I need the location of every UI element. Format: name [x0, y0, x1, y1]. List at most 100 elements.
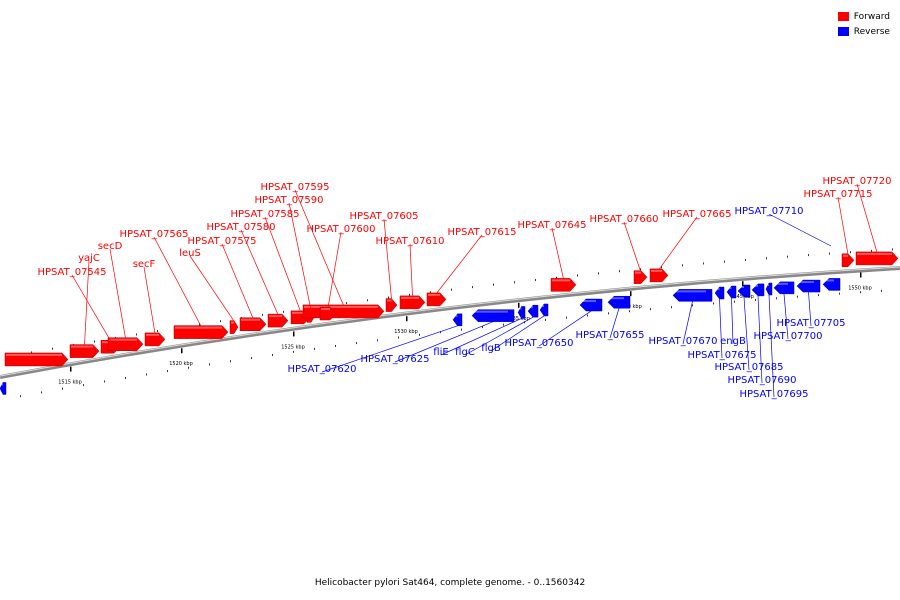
gene-shine — [753, 284, 758, 287]
gene-arrow-hpsat-07695[interactable] — [765, 282, 773, 296]
gene-label-hpsat-07625[interactable]: HPSAT_07625 — [360, 354, 429, 365]
gene-label-hpsat-07645[interactable]: HPSAT_07645 — [517, 220, 586, 231]
gene-arrow-hpsat-07670[interactable] — [672, 289, 713, 302]
gene-arrow-hpsat-07650[interactable] — [579, 298, 603, 312]
gene-label-hpsat-07600[interactable]: HPSAT_07600 — [306, 224, 375, 235]
gene-label-engb[interactable]: engB — [720, 336, 746, 347]
gene-arrow-hpsat-07575[interactable] — [239, 317, 267, 331]
gene-arrow-secd[interactable] — [107, 337, 144, 351]
minor-tick — [451, 288, 452, 291]
gene-shine — [635, 271, 641, 274]
gene-label-hpsat-07650[interactable]: HPSAT_07650 — [504, 338, 573, 349]
gene-arrow-hpsat-07675[interactable] — [714, 286, 725, 300]
gene-arrow-hpsat-07690[interactable] — [751, 283, 765, 297]
minor-tick — [251, 357, 252, 360]
gene-arrow-hpsat-07705[interactable] — [796, 279, 821, 293]
gene-arrow-hpsat-07645[interactable] — [550, 278, 577, 292]
gene-arrow-flgb[interactable] — [539, 303, 549, 317]
gene-arrow-hpsat-07685[interactable] — [737, 284, 751, 298]
gene-label-hpsat-07610[interactable]: HPSAT_07610 — [375, 236, 444, 247]
gene-label-hpsat-07715[interactable]: HPSAT_07715 — [803, 189, 872, 200]
gene-arrow-hpsat-07710[interactable] — [822, 278, 841, 291]
gene-leader-hpsat-07590 — [288, 202, 312, 310]
gene-arrow-hpsat-07565[interactable] — [173, 325, 229, 339]
gene-label-secf[interactable]: secF — [133, 259, 156, 270]
gene-label-hpsat-07665[interactable]: HPSAT_07665 — [662, 209, 731, 220]
axis-tick-label: 1520 kbp — [169, 361, 193, 367]
gene-leader-hpsat-07660 — [623, 221, 641, 272]
gene-arrow-hpsat-07610[interactable] — [399, 295, 426, 310]
gene-label-hpsat-07690[interactable]: HPSAT_07690 — [727, 375, 796, 386]
gene-label-hpsat-07580[interactable]: HPSAT_07580 — [206, 222, 275, 233]
gene-label-hpsat-07590[interactable]: HPSAT_07590 — [254, 195, 323, 206]
minor-tick — [871, 249, 872, 252]
gene-leader-hpsat-07610 — [409, 243, 413, 297]
gene-arrow-hpsat-07620[interactable] — [452, 313, 463, 327]
gene-leader-leus — [189, 255, 235, 322]
gene-arrow-hpsat-07655[interactable] — [607, 295, 631, 309]
gene-leader-hpsat-07625 — [394, 321, 494, 363]
gene-label-hpsat-07695[interactable]: HPSAT_07695 — [739, 389, 808, 400]
minor-tick — [766, 257, 767, 260]
gene-arrow-hpsat-07700[interactable] — [773, 281, 795, 295]
gene-arrow-secf[interactable] — [144, 332, 166, 347]
gene-shine — [146, 333, 159, 336]
gene-leader-hpsat-07645 — [551, 227, 564, 279]
gene-arrow-hpsat-07665[interactable] — [649, 268, 669, 283]
gene-label-hpsat-07605[interactable]: HPSAT_07605 — [349, 211, 418, 222]
gene-arrow-flgc[interactable] — [527, 304, 539, 318]
minor-tick — [136, 333, 137, 336]
gene-shine — [428, 293, 440, 296]
gene-label-hpsat-07685[interactable]: HPSAT_07685 — [714, 362, 783, 373]
gene-arrow-engb[interactable] — [726, 285, 737, 299]
genome-backbone — [0, 266, 900, 379]
minor-tick — [682, 264, 683, 267]
gene-arrow-hpsat-07615[interactable] — [426, 292, 447, 307]
gene-label-hpsat-07655[interactable]: HPSAT_07655 — [575, 330, 644, 341]
gene-label-secd[interactable]: secD — [98, 241, 123, 252]
gene-arrow-yajc[interactable] — [69, 344, 100, 358]
gene-label-hpsat-07660[interactable]: HPSAT_07660 — [589, 214, 658, 225]
gene-shine — [529, 306, 533, 309]
gene-shine — [109, 338, 137, 341]
minor-tick — [671, 306, 672, 309]
gene-arrow-hpsat-07660[interactable] — [633, 270, 648, 284]
minor-tick — [818, 294, 819, 297]
gene-label-hpsat-07575[interactable]: HPSAT_07575 — [187, 236, 256, 247]
gene-leader-hpsat-07695 — [768, 295, 775, 398]
gene-label-flie[interactable]: fliE — [433, 347, 448, 358]
gene-label-hpsat-07720[interactable]: HPSAT_07720 — [822, 176, 891, 187]
axis-tick-label: 1545 kbp — [730, 294, 754, 300]
gene-label-hpsat-07705[interactable]: HPSAT_07705 — [776, 318, 845, 329]
gene-leader-secd — [109, 248, 126, 339]
minor-tick — [230, 360, 231, 363]
gene-label-hpsat-07620[interactable]: HPSAT_07620 — [287, 364, 356, 375]
minor-tick — [734, 300, 735, 303]
gene-arrow-hpsat-07580[interactable] — [267, 313, 289, 328]
gene-label-flgb[interactable]: flgB — [481, 343, 501, 354]
gene-shine — [321, 308, 330, 311]
gene-arrow-gene[interactable] — [4, 352, 69, 367]
gene-label-yajc[interactable]: yajC — [78, 253, 100, 264]
gene-label-flgc[interactable]: flgC — [455, 347, 475, 358]
gene-label-hpsat-07710[interactable]: HPSAT_07710 — [734, 206, 803, 217]
minor-tick — [346, 302, 347, 305]
gene-arrow-flie[interactable] — [517, 306, 526, 319]
gene-label-hpsat-07545[interactable]: HPSAT_07545 — [37, 267, 106, 278]
gene-label-hpsat-07700[interactable]: HPSAT_07700 — [753, 331, 822, 342]
gene-label-hpsat-07675[interactable]: HPSAT_07675 — [687, 350, 756, 361]
gene-arrow-hpsat-07605[interactable] — [385, 298, 398, 312]
gene-arrow-gene[interactable] — [0, 382, 7, 395]
gene-label-hpsat-07565[interactable]: HPSAT_07565 — [119, 229, 188, 240]
gene-arrow-hpsat-07720[interactable] — [855, 251, 899, 266]
gene-shine — [674, 290, 706, 293]
gene-label-leus[interactable]: leuS — [179, 248, 201, 259]
gene-label-hpsat-07615[interactable]: HPSAT_07615 — [447, 227, 516, 238]
gene-label-hpsat-07670[interactable]: HPSAT_07670 — [648, 336, 717, 347]
minor-tick — [629, 310, 630, 313]
gene-arrow-hpsat-07715[interactable] — [841, 253, 855, 268]
gene-shine — [304, 305, 378, 308]
gene-label-hpsat-07595[interactable]: HPSAT_07595 — [260, 182, 329, 193]
gene-label-hpsat-07585[interactable]: HPSAT_07585 — [230, 209, 299, 220]
gene-arrow-hpsat-07625[interactable] — [471, 309, 515, 322]
